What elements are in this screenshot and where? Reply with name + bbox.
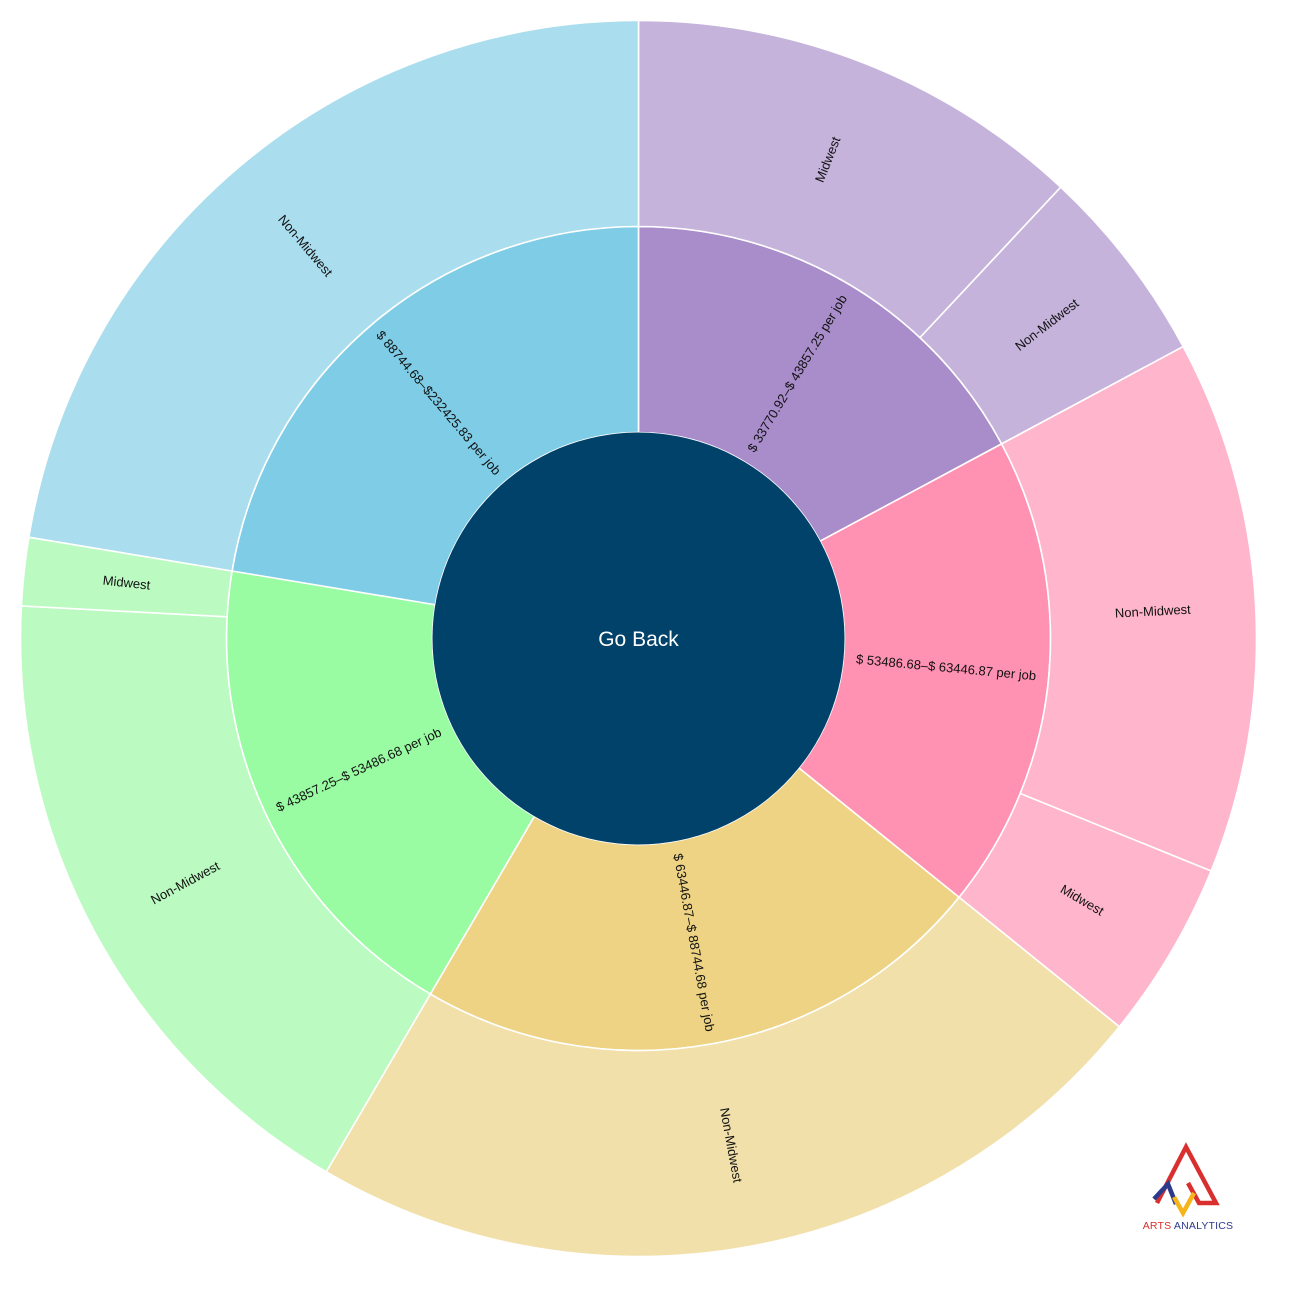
logo-word-analytics: ANALYTICS — [1173, 1220, 1234, 1232]
arts-analytics-logo-mark — [1152, 1142, 1220, 1218]
logo-wordmark: ARTS ANALYTICS — [1136, 1220, 1240, 1232]
sunburst-segments — [19, 19, 1258, 1258]
logo-word-arts: ARTS — [1142, 1220, 1172, 1232]
sunburst-region-segment-3-non-midwest[interactable] — [325, 896, 1121, 1258]
sunburst-region-segment-5-non-midwest[interactable] — [27, 19, 640, 572]
go-back-label[interactable]: Go Back — [598, 628, 679, 651]
arts-analytics-logo: ARTS ANALYTICS — [1136, 1141, 1240, 1241]
sunburst-region-segment-2-non-midwest[interactable] — [1000, 345, 1258, 873]
sunburst-region-segment-4-non-midwest[interactable] — [19, 605, 432, 1173]
go-back-button[interactable] — [432, 432, 845, 845]
